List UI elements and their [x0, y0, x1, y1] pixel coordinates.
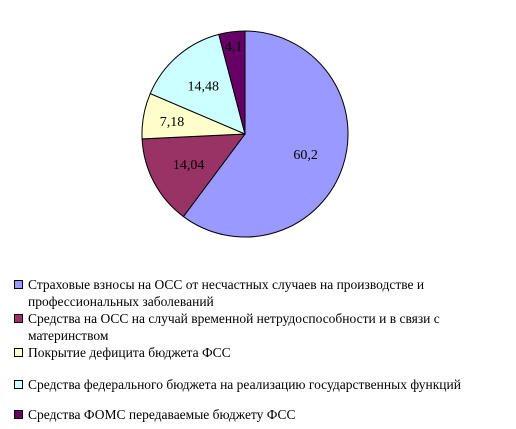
- legend-label: Покрытие дефицита бюджета ФСС: [28, 345, 231, 360]
- legend: Страховые взносы на ОСС от несчастных сл…: [14, 276, 512, 426]
- legend-item-federal-budget: Средства федерального бюджета на реализа…: [14, 376, 512, 406]
- slice-value-label: 4,1: [225, 40, 243, 55]
- legend-label: Средства федерального бюджета на реализа…: [28, 377, 461, 392]
- legend-item-deficit: Покрытие дефицита бюджета ФСС: [14, 344, 512, 376]
- pie-slice: [149, 33, 246, 135]
- legend-swatch: [14, 410, 23, 419]
- legend-item-temporary-disability: Средства на ОСС на случай временной нетр…: [14, 310, 512, 344]
- legend-item-insurance: Страховые взносы на ОСС от несчастных сл…: [14, 276, 512, 310]
- pie-slice: [182, 30, 349, 238]
- legend-swatch: [14, 348, 23, 357]
- legend-swatch: [14, 380, 23, 389]
- slice-value-label: 14,04: [173, 158, 205, 173]
- legend-swatch: [14, 314, 23, 323]
- legend-label: Страховые взносы на ОСС от несчастных сл…: [28, 277, 425, 309]
- legend-item-foms: Средства ФОМС передаваемые бюджету ФСС: [14, 406, 512, 426]
- pie-slice: [218, 30, 246, 135]
- legend-label: Средства ФОМС передаваемые бюджету ФСС: [28, 407, 296, 422]
- legend-label: Средства на ОСС на случай временной нетр…: [28, 311, 440, 343]
- slice-value-label: 7,18: [160, 115, 185, 130]
- slice-value-label: 14,48: [188, 80, 220, 95]
- slice-value-label: 60,2: [293, 148, 318, 163]
- pie-chart: 60,2 14,04 7,18 14,48 4,1: [141, 30, 349, 238]
- pie-slice: [141, 133, 247, 218]
- legend-swatch: [14, 280, 23, 289]
